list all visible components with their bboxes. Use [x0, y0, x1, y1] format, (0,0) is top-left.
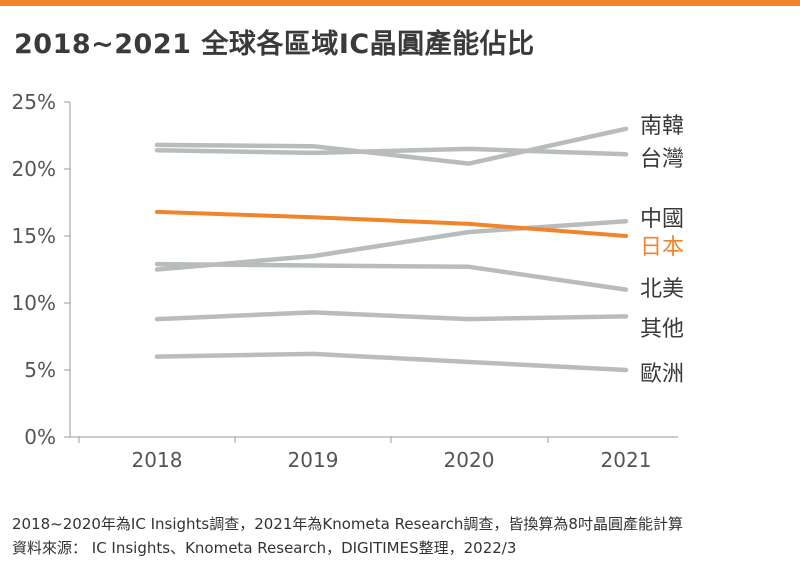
y-tick-label: 0% — [24, 425, 56, 449]
y-tick-label: 25% — [12, 90, 56, 114]
series-line-歐洲 — [154, 351, 629, 373]
series-label: 其他 — [640, 317, 684, 342]
chart-title: 2018~2021 全球各區域IC晶圓產能佔比 — [14, 29, 535, 60]
footer-notes: 2018~2020年為IC Insights調查，2021年為Knometa R… — [12, 512, 683, 560]
line-chart: 0% 5% 10% 15% 20% 25% 2018 2019 2020 2021 南韓台灣中國日本… — [12, 90, 684, 472]
y-tick-label: 10% — [12, 291, 56, 315]
series-line-日本 — [155, 209, 628, 238]
series-line-北美 — [154, 261, 629, 292]
y-tick-label: 15% — [12, 224, 56, 248]
series-label: 北美 — [640, 277, 684, 302]
y-tick-label: 20% — [12, 157, 56, 181]
series-line-南韓 — [154, 126, 629, 166]
footer-note: 2018~2020年為IC Insights調查，2021年為Knometa R… — [12, 515, 683, 533]
series-label: 日本 — [640, 235, 684, 260]
top-accent-bar — [0, 0, 800, 6]
series-line-其他 — [154, 310, 629, 322]
series-line-台灣 — [154, 146, 629, 157]
x-tick-label: 2019 — [288, 448, 339, 472]
series-label: 台灣 — [640, 147, 684, 172]
y-tick-label: 5% — [24, 358, 56, 382]
x-tick-label: 2021 — [601, 448, 652, 472]
footer-source: 資料來源： IC Insights、Knometa Research，DIGIT… — [12, 539, 517, 557]
x-tick-label: 2018 — [132, 448, 183, 472]
series-label: 南韓 — [640, 114, 684, 139]
series-line-中國 — [154, 219, 629, 272]
series-label: 歐洲 — [640, 362, 684, 387]
x-tick-label: 2020 — [444, 448, 495, 472]
series-label: 中國 — [640, 207, 684, 232]
